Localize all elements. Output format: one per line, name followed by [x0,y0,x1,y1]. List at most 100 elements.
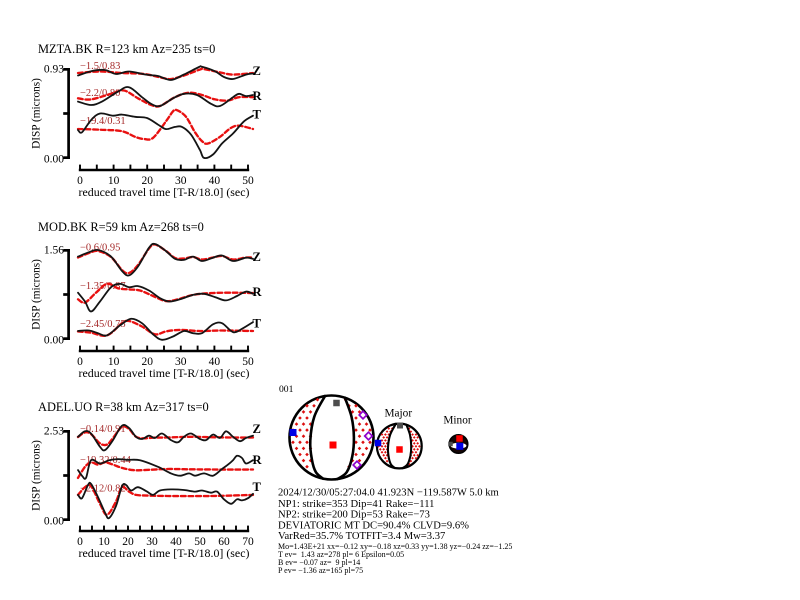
shift-vr-annotation: −2.45/0.75 [80,319,126,330]
observed-trace-T [77,481,254,520]
x-axis-title: reduced travel time [T-R/18.0] (sec) [79,546,250,560]
x-tick-label: 60 [218,536,230,548]
x-tick-label: 40 [209,356,221,368]
p-axis-marker [329,441,337,449]
component-label: T [253,108,262,122]
x-tick-label: 30 [175,175,187,187]
panel-title: MOD.BK R=59 km Az=268 ts=0 [38,220,204,234]
beachball-full [288,394,375,481]
x-tick-label: 50 [242,356,254,368]
t-axis-marker [456,442,464,450]
x-tick-label: 10 [108,356,120,368]
x-axis-title: reduced travel time [T-R/18.0] (sec) [79,185,250,199]
station-diamond-marker [363,430,374,442]
event-fit-line: VarRed=35.7% TOTFIT=3.4 Mw=3.37 [278,531,445,542]
focal-mechanisms: 001 Major Minor [279,384,472,481]
component-label: T [253,317,262,331]
x-tick-label: 40 [170,536,182,548]
major-ball-label: Major [384,408,412,420]
event-np1-line: NP1: strike=353 Dip=41 Rake=−111 [278,499,434,510]
t-axis-marker [289,429,297,436]
x-tick-label: 70 [242,536,254,548]
x-tick-label: 30 [175,356,187,368]
y-axis-label: DISP (microns) [31,78,43,149]
x-tick-label: 0 [77,175,83,187]
solution-number-label: 001 [279,384,294,395]
shift-vr-annotation: −1.5/0.83 [80,61,120,72]
trace-pair-R: −19.32/0.44 R [76,453,263,480]
component-label: R [253,89,263,103]
event-mt-line: DEVIATORIC MT DC=90.4% CLVD=9.6% [278,521,469,532]
y-tick-max: 1.56 [44,245,64,257]
minor-ball-label: Minor [443,415,471,427]
b-axis-marker [397,422,403,429]
x-tick-label: 40 [209,175,221,187]
y-axis [63,67,70,159]
observed-trace-R [77,86,254,108]
observed-trace-R [77,282,254,313]
y-axis-label: DISP (microns) [31,259,43,330]
station-diamond-marker [351,459,363,471]
component-label: Z [253,250,261,264]
event-detail-line: T ev= 1.43 az=278 pl= 6 Epsilon=0.05 [278,550,404,559]
x-tick-label: 0 [77,536,83,548]
y-tick-max: 2.53 [44,426,64,438]
shift-vr-annotation: −0.6/0.95 [80,243,120,254]
event-detail-line: Mo=1.43E+21 xx=−0.12 xy=−0.18 xz=0.33 yy… [278,542,512,551]
x-tick-label: 20 [141,175,153,187]
y-tick-min: 0.00 [44,154,64,166]
beachball-minor [448,433,469,455]
t-axis-marker [374,439,382,447]
y-axis [63,249,70,340]
trace-pair-T: −2.12/0.82 T [76,480,262,520]
x-axis [78,345,250,353]
beachball-outline [288,394,375,481]
trace-pair-T: −2.45/0.75 T [76,317,262,341]
component-label: Z [253,64,261,78]
x-tick-label: 50 [242,175,254,187]
y-axis-label: DISP (microns) [31,440,43,511]
event-np2-line: NP2: strike=200 Dip=53 Rake=−73 [278,510,430,521]
x-axis-title: reduced travel time [T-R/18.0] (sec) [79,366,250,380]
trace-pair-Z: −0.14/0.91 Z [76,422,261,452]
b-axis-marker [333,399,340,407]
x-tick-label: 20 [122,536,134,548]
event-detail-line: P ev= −1.36 az=165 pl=75 [278,566,363,575]
shift-vr-annotation: −2.2/0.80 [80,88,120,99]
b-axis-marker [448,441,453,447]
synthetic-trace-R [76,282,255,304]
x-tick-label: 20 [141,356,153,368]
nodal-line-left [308,394,327,480]
waveform-panels: MZTA.BK R=123 km Az=235 ts=0 DISP (micron… [31,42,263,560]
shift-vr-annotation: −19.4/0.31 [80,116,126,127]
p-axis-marker [456,435,463,442]
observed-trace-Z [77,242,254,277]
p-axis-marker [396,446,403,453]
x-tick-label: 30 [146,536,158,548]
observed-trace-T [77,112,254,159]
station-panel-MZTA.BK: MZTA.BK R=123 km Az=235 ts=0 DISP (micron… [31,42,263,199]
synthetic-trace-R [76,461,255,480]
y-axis [63,430,70,522]
shift-vr-annotation: −2.12/0.82 [80,484,126,495]
component-label: R [253,453,263,467]
x-tick-label: 10 [108,175,120,187]
observed-trace-T [77,317,254,341]
component-label: Z [253,422,261,436]
panel-title: ADEL.UO R=38 km Az=317 ts=0 [38,400,209,414]
component-label: R [253,285,263,299]
trace-pair-Z: −1.5/0.83 Z [76,61,261,81]
y-tick-max: 0.93 [44,64,64,76]
observed-trace-R [77,454,254,480]
trace-pair-R: −2.2/0.80 R [76,86,263,108]
x-tick-label: 10 [98,536,110,548]
trace-pair-T: −19.4/0.31 T [76,108,262,159]
nodal-line-right [335,396,356,481]
y-tick-min: 0.00 [44,335,64,347]
y-tick-min: 0.00 [44,516,64,528]
event-info-block: 2024/12/30/05:27:04.0 41.923N −119.587W … [278,488,512,575]
beachball-major [374,422,423,470]
panel-title: MZTA.BK R=123 km Az=235 ts=0 [38,42,215,56]
